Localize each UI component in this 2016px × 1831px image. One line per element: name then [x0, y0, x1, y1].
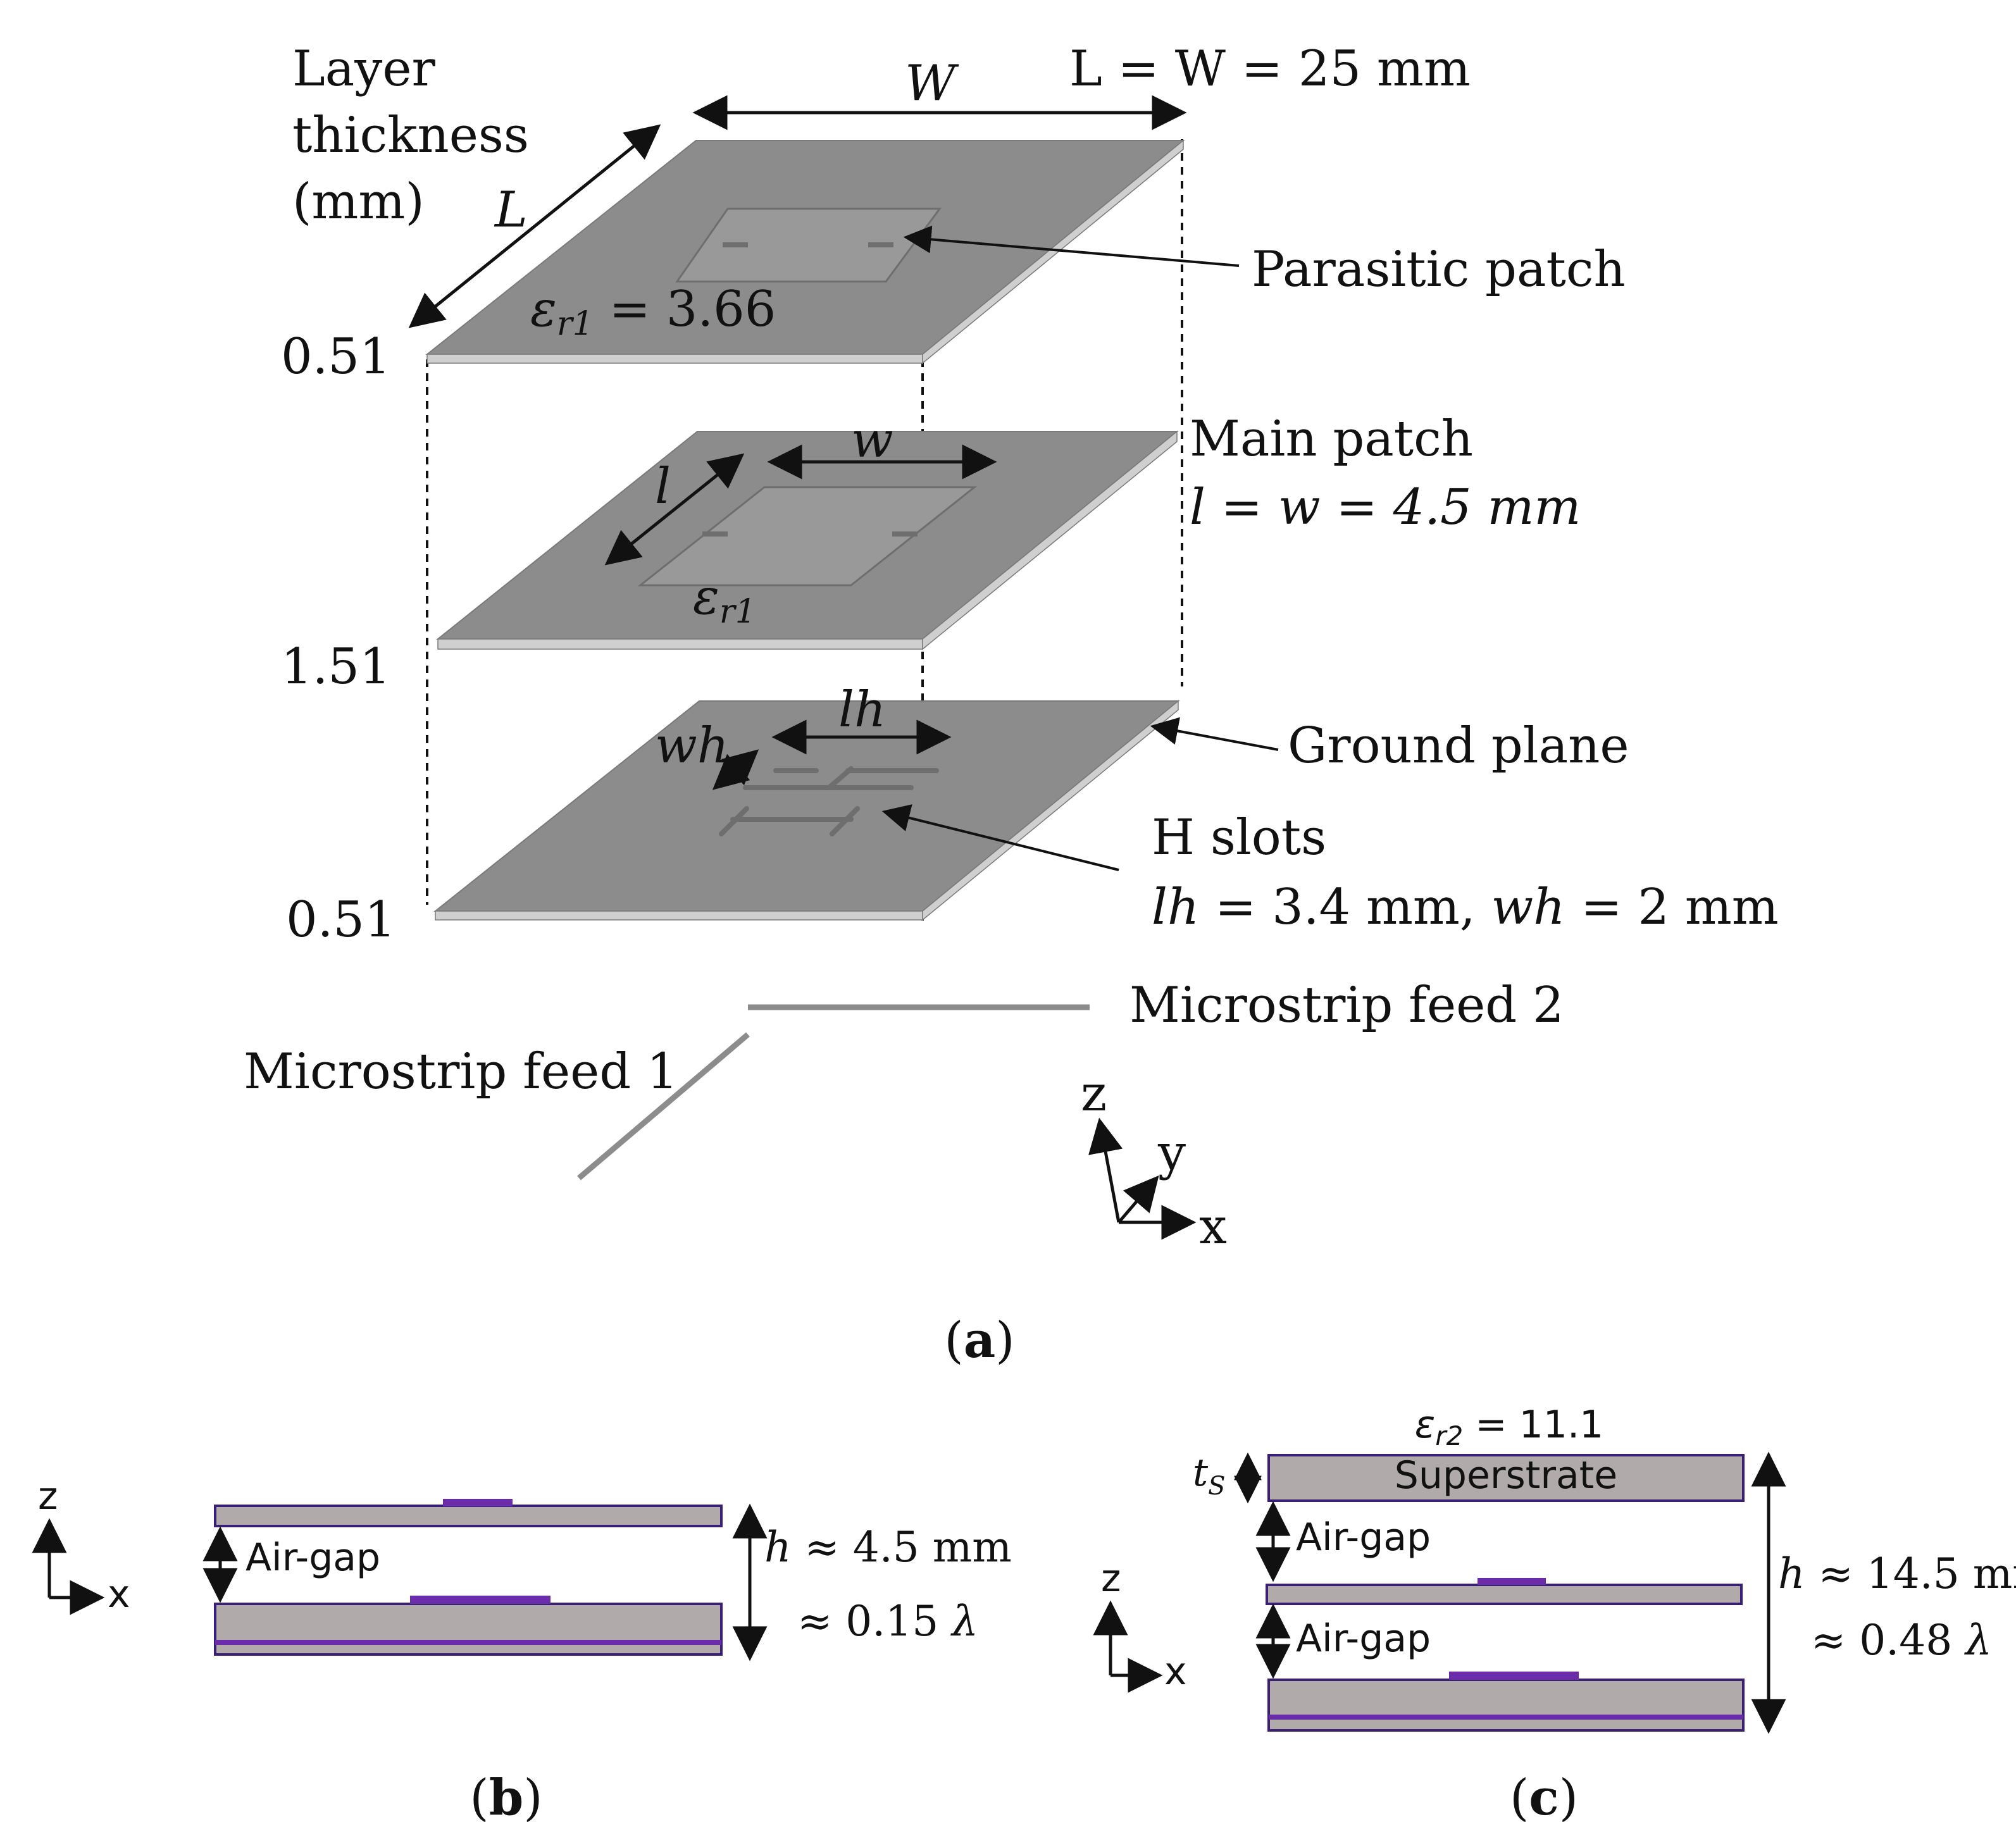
axes-3d: z y x	[1081, 1065, 1227, 1255]
main-slot-left	[702, 531, 728, 537]
ground-plate-face	[433, 700, 1180, 912]
axis-y-arrow	[1117, 1175, 1159, 1224]
ground-plate-side-edge	[922, 700, 1179, 921]
middle-plate-side-edge	[922, 430, 1178, 650]
layer-header-line3: (mm)	[292, 173, 425, 230]
eps-top-label: εr1 = 3.66	[530, 281, 776, 343]
axis-z-arrow	[1088, 1117, 1123, 1223]
eps-mid-label: εr1	[693, 569, 756, 631]
c-airgap2-label: Air-gap	[1296, 1617, 1431, 1661]
c-h-label: h ≈ 14.5 mm	[1778, 1549, 2016, 1598]
hslots-label: H slots	[1152, 809, 1326, 866]
axis-b-x-label: x	[108, 1572, 130, 1617]
dim-W-label: W	[905, 55, 959, 112]
ground-plane-label: Ground plane	[1288, 717, 1629, 774]
ground-plane-layer	[433, 700, 1180, 921]
l-small-dimension-arrow	[604, 453, 745, 566]
b-main-patch	[410, 1596, 551, 1604]
axis-c-x-label: x	[1164, 1649, 1187, 1694]
feed1-label: Microstrip feed 1	[244, 1043, 678, 1100]
c-parasitic-patch	[1478, 1578, 1546, 1585]
wh-dimension-arrow	[712, 749, 759, 790]
c-lambda-label: ≈ 0.48 λ	[1811, 1616, 1992, 1665]
caption-b: (b)	[470, 1769, 542, 1827]
dim-L-label: L	[494, 182, 528, 239]
c-superstrate	[1267, 1454, 1745, 1502]
b-lambda-label: ≈ 0.15 λ	[797, 1597, 978, 1646]
panel-c: εr2 = 11.1 Superstrate tS Air-gap z x Ai…	[1093, 1403, 2016, 1827]
b-h-label: h ≈ 4.5 mm	[764, 1523, 1012, 1572]
c-airgap1-label: Air-gap	[1296, 1515, 1431, 1560]
parasitic-patch-label: Parasitic patch	[1252, 241, 1626, 298]
ground-plate-front-edge	[435, 910, 923, 921]
b-bottom-substrate	[214, 1603, 723, 1656]
c-ground-plane	[1269, 1715, 1743, 1720]
axis-b-z-label: z	[38, 1474, 58, 1518]
thickness-top: 0.51	[281, 328, 391, 385]
top-substrate-layer	[425, 139, 1185, 364]
c-main-patch	[1449, 1672, 1579, 1680]
caption-c: (c)	[1510, 1769, 1578, 1827]
b-top-patch	[443, 1499, 513, 1506]
middle-plate-front-edge	[437, 638, 923, 650]
parasitic-slot-left	[723, 242, 748, 247]
parasitic-patch-outline	[675, 208, 942, 283]
dim-lh-label: lh	[838, 681, 886, 738]
thickness-mid: 1.51	[281, 638, 391, 695]
c-bottom-substrate	[1267, 1679, 1745, 1732]
axis-c-z-label: z	[1101, 1556, 1121, 1601]
b-ground-plane	[215, 1640, 721, 1645]
middle-substrate-layer	[436, 430, 1179, 650]
parasitic-leader-arrow	[903, 225, 1240, 267]
axis-z-label: z	[1081, 1065, 1107, 1122]
axis-y-label: y	[1157, 1124, 1186, 1181]
main-slot-right	[892, 531, 918, 537]
c-superstrate-label: Superstrate	[1395, 1453, 1617, 1498]
dim-l-label: l	[655, 458, 671, 515]
b-top-substrate	[214, 1505, 723, 1527]
main-patch-label: Main patch	[1190, 411, 1473, 468]
dim-w-label: w	[851, 412, 893, 469]
top-plate-front-edge	[426, 354, 923, 364]
ground-leader-arrow	[1150, 717, 1279, 751]
h-slot-1	[743, 766, 939, 790]
parasitic-slot-right	[868, 242, 893, 247]
dim-wh-label: wh	[655, 717, 729, 774]
feed2-label: Microstrip feed 2	[1129, 977, 1564, 1034]
caption-a: (a)	[944, 1312, 1014, 1369]
c-eps-label: εr2 = 11.1	[1415, 1403, 1603, 1451]
axis-x-label: x	[1199, 1198, 1227, 1255]
c-ts-label: tS	[1193, 1451, 1226, 1501]
c-middle-substrate	[1266, 1584, 1743, 1605]
hslot-leader-arrow	[881, 804, 1119, 871]
h-slot-2	[719, 806, 860, 836]
layer-header-line2: thickness	[292, 107, 529, 164]
hslots-dims: lh = 3.4 mm, wh = 2 mm	[1152, 879, 1779, 936]
microstrip-feed-1	[577, 1032, 750, 1181]
layer-header-line1: Layer	[292, 40, 436, 97]
top-plate-side-edge	[922, 139, 1184, 364]
thickness-bottom: 0.51	[286, 891, 396, 948]
dim-LW-label: L = W = 25 mm	[1069, 40, 1471, 97]
b-airgap-label: Air-gap	[246, 1536, 380, 1580]
main-patch-dims: l = w = 4.5 mm	[1190, 479, 1581, 536]
panel-a: Layer thickness (mm) 0.51 1.51 0.51 W L …	[244, 40, 1779, 1369]
l-dimension-arrow	[408, 124, 661, 328]
panel-b: z x Air-gap h ≈ 4.5 mm ≈ 0.15 λ (b)	[32, 1474, 1012, 1827]
